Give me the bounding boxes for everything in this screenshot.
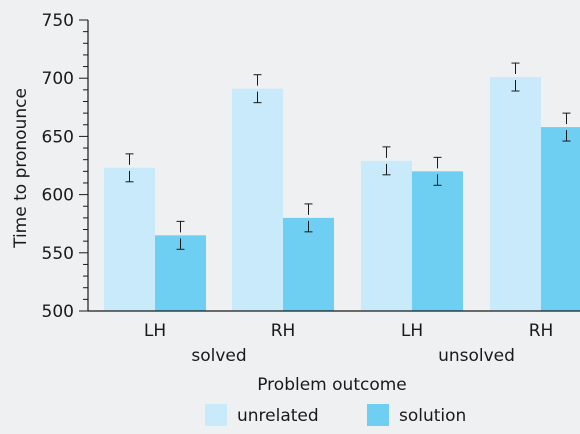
y-tick-label: 650 xyxy=(42,127,74,147)
x-tick-label: RH xyxy=(529,321,554,341)
x-tick-label: RH xyxy=(271,321,296,341)
bar-solution xyxy=(412,171,463,311)
x-axis: LH RH LH RH solved unsolved xyxy=(88,310,580,366)
y-tick-label: 700 xyxy=(42,69,74,89)
x-tick-label: LH xyxy=(401,321,423,341)
legend-label-solution: solution xyxy=(399,406,466,426)
y-tick-label: 500 xyxy=(42,302,74,322)
legend: unrelated solution xyxy=(205,404,466,426)
bar-solution xyxy=(541,127,580,311)
bar-solution xyxy=(283,217,334,311)
bar-unrelated xyxy=(104,167,155,311)
x-tick-label: LH xyxy=(144,321,166,341)
x-axis-label: Problem outcome xyxy=(257,375,407,395)
bars xyxy=(104,77,580,312)
x-group-label: unsolved xyxy=(438,346,515,366)
legend-label-unrelated: unrelated xyxy=(237,406,319,426)
error-bars xyxy=(125,62,571,250)
bar-unrelated xyxy=(361,160,412,311)
bar-unrelated xyxy=(232,88,283,312)
y-tick-label: 550 xyxy=(42,244,74,264)
y-tick-label: 600 xyxy=(42,186,74,206)
legend-swatch-solution xyxy=(367,404,389,426)
y-tick-label: 750 xyxy=(42,11,74,31)
y-axis-label: Time to pronounce xyxy=(11,88,31,249)
bar-unrelated xyxy=(490,77,541,311)
legend-swatch-unrelated xyxy=(205,404,227,426)
y-axis: 500 550 600 650 700 750 xyxy=(42,11,89,322)
x-group-label: solved xyxy=(191,346,246,366)
